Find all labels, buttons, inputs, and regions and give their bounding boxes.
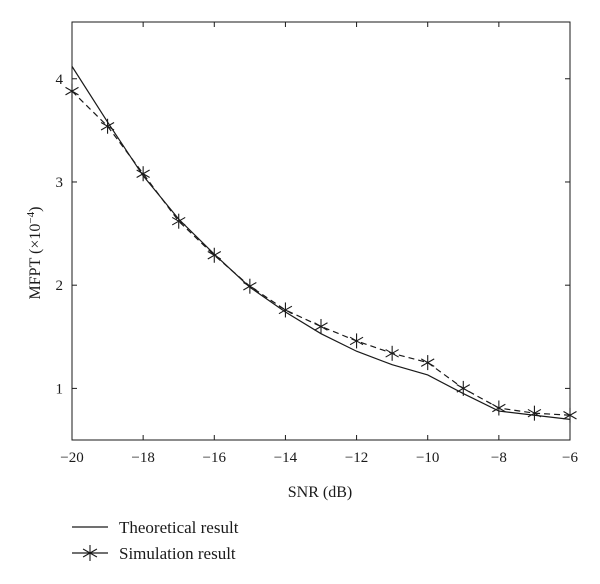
simulation-point-marker <box>563 407 577 423</box>
legend-theoretical-label: Theoretical result <box>119 518 239 537</box>
y-tick-label: 4 <box>56 72 64 88</box>
simulation-point-marker <box>349 333 364 349</box>
simulation-point-marker <box>207 247 222 263</box>
series-layer <box>65 66 577 423</box>
simulation-point-marker <box>314 318 328 334</box>
y-axis-label-suffix: ) <box>27 207 44 212</box>
series-line-theoretical <box>71 66 571 420</box>
x-axis-label: SNR (dB) <box>288 484 352 501</box>
series-line-simulation <box>71 90 571 416</box>
legend-simulation-asterisk-marker <box>82 545 98 561</box>
simulation-point-marker <box>456 380 471 396</box>
plot-frame <box>71 21 571 441</box>
simulation-point-marker <box>527 405 542 421</box>
y-tick-label: 1 <box>56 381 64 397</box>
plot-area <box>71 21 571 441</box>
simulation-point-marker <box>136 166 150 182</box>
y-axis-ticks: 1 2 3 4 <box>56 72 570 397</box>
x-tick-label: −8 <box>491 450 507 466</box>
simulation-point-marker <box>100 118 115 134</box>
x-tick-label: −12 <box>345 450 368 466</box>
x-tick-label: −14 <box>274 450 298 466</box>
x-tick-label: −20 <box>60 450 83 466</box>
simulation-point-marker <box>278 302 293 318</box>
y-axis-label-main: MFPT (×10 <box>27 224 44 300</box>
y-tick-label: 2 <box>56 278 64 294</box>
simulation-point-marker <box>385 345 399 361</box>
x-axis-ticks: −20 −18 −16 −14 −12 −10 −8 −6 <box>60 22 578 466</box>
simulation-point-marker <box>243 278 257 294</box>
x-tick-label: −6 <box>562 450 578 466</box>
x-tick-label: −16 <box>203 450 227 466</box>
simulation-point-marker <box>171 213 186 229</box>
y-axis-label-exponent: −4 <box>25 211 37 223</box>
simulation-point-marker <box>65 83 79 99</box>
y-axis-label: MFPT (×10−4) <box>25 207 44 300</box>
legend-simulation-label: Simulation result <box>119 544 236 563</box>
legend-asterisk <box>82 545 98 561</box>
legend: Theoretical result Simulation result <box>72 518 239 563</box>
y-tick-label: 3 <box>56 175 64 191</box>
simulation-point-marker <box>420 355 435 371</box>
x-tick-label: −18 <box>131 450 154 466</box>
x-tick-label: −10 <box>416 450 439 466</box>
simulation-point-marker <box>492 400 506 416</box>
